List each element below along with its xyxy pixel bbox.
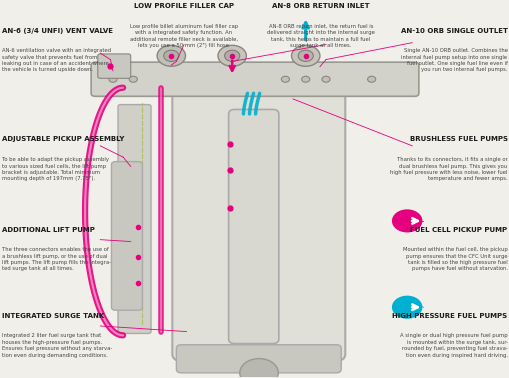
FancyBboxPatch shape xyxy=(118,105,151,333)
Text: Low profile billet aluminum fuel filler cap
with a integrated safety function. A: Low profile billet aluminum fuel filler … xyxy=(130,24,238,48)
Text: AN-6 (3/4 UNFI) VENT VALVE: AN-6 (3/4 UNFI) VENT VALVE xyxy=(3,28,113,34)
FancyBboxPatch shape xyxy=(111,162,142,310)
Text: To be able to adapt the pickup assembly
to various sized fuel cells, the lift pu: To be able to adapt the pickup assembly … xyxy=(3,157,109,181)
Text: Single AN-10 ORB outlet. Combines the
internal fuel pump setup into one single
f: Single AN-10 ORB outlet. Combines the in… xyxy=(401,48,506,73)
Circle shape xyxy=(392,211,420,231)
Text: LOW PROFILE FILLER CAP: LOW PROFILE FILLER CAP xyxy=(134,3,234,9)
Text: ADJUSTABLE PICKUP ASSEMBLY: ADJUSTABLE PICKUP ASSEMBLY xyxy=(3,136,125,143)
Circle shape xyxy=(109,76,117,82)
Circle shape xyxy=(129,76,137,82)
Text: INTEGRATED SURGE TANK: INTEGRATED SURGE TANK xyxy=(3,313,104,319)
Circle shape xyxy=(163,50,179,61)
Circle shape xyxy=(392,297,420,318)
Text: ADDITIONAL LIFT PUMP: ADDITIONAL LIFT PUMP xyxy=(3,226,95,232)
Circle shape xyxy=(224,50,239,61)
FancyBboxPatch shape xyxy=(98,54,130,78)
Circle shape xyxy=(298,50,313,61)
Text: AN-8 ORB return inlet, the return fuel is
delivered straight into the internal s: AN-8 ORB return inlet, the return fuel i… xyxy=(267,24,374,48)
Circle shape xyxy=(367,76,375,82)
Circle shape xyxy=(321,76,329,82)
FancyBboxPatch shape xyxy=(176,345,341,373)
FancyBboxPatch shape xyxy=(91,62,418,96)
Text: A single or dual high pressure fuel pump
is mounted within the surge tank, sur-
: A single or dual high pressure fuel pump… xyxy=(399,333,506,358)
Text: Mounted within the fuel cell, the pickup
pump ensures that the CFC Unit surge
ta: Mounted within the fuel cell, the pickup… xyxy=(402,247,506,271)
Circle shape xyxy=(217,45,246,66)
Circle shape xyxy=(291,45,319,66)
Text: BRUSHLESS FUEL PUMPS: BRUSHLESS FUEL PUMPS xyxy=(409,136,506,143)
Text: AN-6 ventilation valve with an integrated
safety valve that prevents fuel from
l: AN-6 ventilation valve with an integrate… xyxy=(3,48,111,73)
Text: AN-10 ORB SINGLE OUTLET: AN-10 ORB SINGLE OUTLET xyxy=(400,28,506,34)
Circle shape xyxy=(281,76,289,82)
Text: HIGH PRESSURE FUEL PUMPS: HIGH PRESSURE FUEL PUMPS xyxy=(392,313,506,319)
Text: Thanks to its connectors, it fits a single or
dual brushless fuel pump. This giv: Thanks to its connectors, it fits a sing… xyxy=(389,157,506,181)
Text: Integrated 2 liter fuel surge tank that
houses the high-pressure fuel pumps.
Ens: Integrated 2 liter fuel surge tank that … xyxy=(3,333,112,358)
Circle shape xyxy=(157,45,185,66)
Text: AN-8 ORB RETURN INLET: AN-8 ORB RETURN INLET xyxy=(272,3,369,9)
Circle shape xyxy=(301,76,309,82)
FancyBboxPatch shape xyxy=(172,90,345,361)
Text: FUEL CELL PICKUP PUMP: FUEL CELL PICKUP PUMP xyxy=(410,226,506,232)
Text: The three connectors enables the use of
a brushless lift pump, or the use of dua: The three connectors enables the use of … xyxy=(3,247,111,271)
Circle shape xyxy=(239,359,278,378)
FancyBboxPatch shape xyxy=(228,110,278,344)
